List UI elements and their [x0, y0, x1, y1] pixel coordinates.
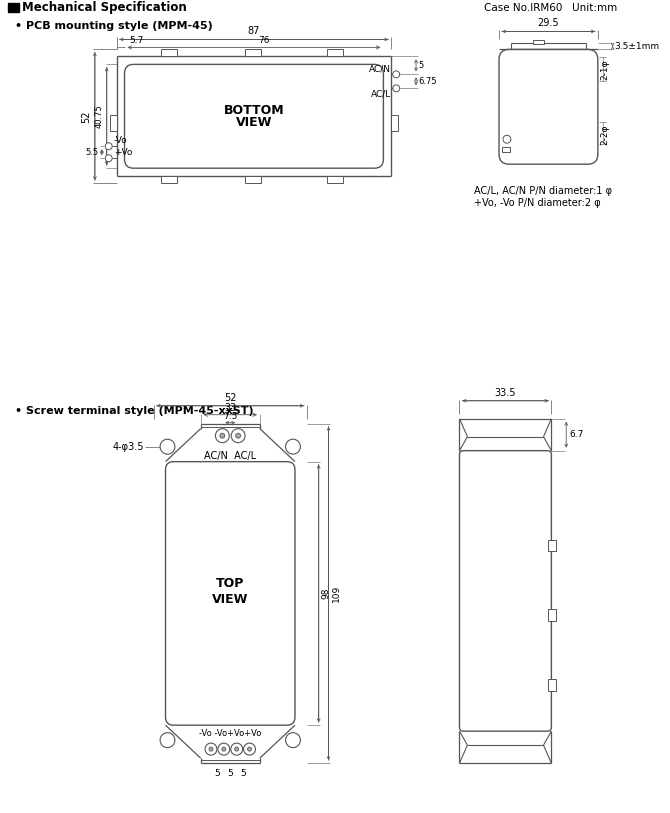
Text: 5: 5: [214, 769, 220, 778]
Bar: [502, 147, 510, 152]
Circle shape: [244, 743, 255, 755]
Circle shape: [222, 747, 226, 751]
Bar: [327, 176, 343, 183]
Text: AC/L: AC/L: [371, 89, 391, 98]
FancyBboxPatch shape: [125, 64, 383, 168]
Text: 40.75: 40.75: [94, 104, 104, 128]
Circle shape: [105, 154, 112, 162]
Bar: [549, 540, 556, 551]
Bar: [533, 41, 545, 45]
Text: 98: 98: [322, 588, 331, 599]
Circle shape: [220, 433, 225, 438]
Text: 4-φ3.5: 4-φ3.5: [113, 441, 144, 452]
Circle shape: [216, 428, 229, 443]
Text: TOP: TOP: [216, 577, 245, 590]
Text: AC/N: AC/N: [369, 64, 391, 73]
Text: -Vo -Vo+Vo+Vo: -Vo -Vo+Vo+Vo: [199, 728, 261, 737]
Circle shape: [393, 85, 400, 92]
Text: 5: 5: [418, 61, 423, 70]
Circle shape: [503, 135, 511, 143]
Bar: [549, 610, 556, 621]
Circle shape: [285, 733, 300, 748]
Text: 6.75: 6.75: [418, 77, 437, 86]
Circle shape: [230, 743, 243, 755]
Circle shape: [231, 428, 245, 443]
Circle shape: [205, 743, 217, 755]
FancyBboxPatch shape: [499, 50, 598, 164]
Circle shape: [160, 439, 175, 454]
Text: 6.7: 6.7: [570, 430, 584, 439]
Bar: [161, 50, 177, 56]
Circle shape: [209, 747, 213, 751]
Text: 33: 33: [224, 402, 237, 413]
Text: • PCB mounting style (MPM-45): • PCB mounting style (MPM-45): [15, 21, 212, 32]
Circle shape: [285, 439, 300, 454]
Text: 5.5: 5.5: [86, 148, 98, 157]
Text: 52: 52: [81, 110, 91, 123]
Bar: [245, 50, 261, 56]
Circle shape: [234, 747, 239, 751]
Text: 3.5±1mm: 3.5±1mm: [614, 42, 660, 51]
Text: 7.5: 7.5: [223, 411, 237, 420]
Text: Case No.IRM60   Unit:mm: Case No.IRM60 Unit:mm: [484, 3, 618, 13]
Text: 5: 5: [227, 769, 233, 778]
Text: Mechanical Specification: Mechanical Specification: [21, 2, 186, 15]
Bar: [327, 50, 343, 56]
Circle shape: [393, 71, 400, 78]
Text: 29.5: 29.5: [537, 19, 559, 28]
Text: 2-2φ: 2-2φ: [601, 124, 610, 145]
Circle shape: [160, 733, 175, 748]
FancyBboxPatch shape: [165, 462, 295, 725]
Bar: [391, 115, 398, 131]
Text: +Vo, -Vo P/N diameter:2 φ: +Vo, -Vo P/N diameter:2 φ: [474, 198, 601, 208]
Text: -Vo: -Vo: [114, 137, 127, 146]
Text: AC/N  AC/L: AC/N AC/L: [204, 450, 257, 461]
Text: VIEW: VIEW: [236, 115, 272, 128]
Bar: [110, 115, 117, 131]
Text: 87: 87: [248, 27, 260, 37]
Circle shape: [236, 433, 241, 438]
Circle shape: [247, 747, 251, 751]
Bar: [245, 176, 261, 183]
Bar: [161, 176, 177, 183]
Text: 76: 76: [258, 37, 269, 46]
Bar: [549, 679, 556, 691]
Text: 2-1φ: 2-1φ: [601, 59, 610, 80]
Text: VIEW: VIEW: [212, 593, 249, 606]
Text: AC/L, AC/N P/N diameter:1 φ: AC/L, AC/N P/N diameter:1 φ: [474, 186, 612, 196]
Text: 109: 109: [332, 585, 340, 602]
Text: • Screw terminal style (MPM-45-xxST): • Screw terminal style (MPM-45-xxST): [15, 406, 253, 415]
Circle shape: [105, 143, 112, 150]
Circle shape: [218, 743, 230, 755]
Text: 5: 5: [241, 769, 246, 778]
Text: BOTTOM: BOTTOM: [224, 104, 284, 117]
FancyBboxPatch shape: [460, 450, 551, 731]
Bar: [8, 3, 19, 12]
Text: +Vo: +Vo: [114, 148, 132, 157]
Text: 52: 52: [224, 393, 237, 402]
Text: 5.7: 5.7: [129, 37, 144, 46]
Text: 33.5: 33.5: [494, 388, 516, 398]
